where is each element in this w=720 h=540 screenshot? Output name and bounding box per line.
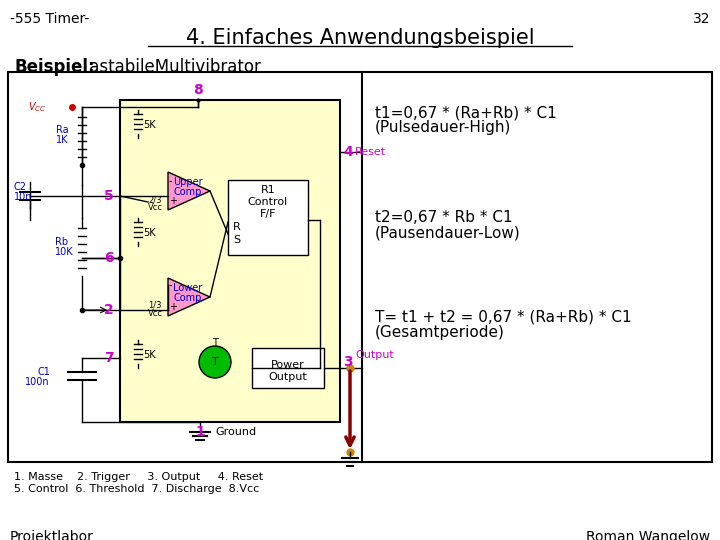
Text: 4. Einfaches Anwendungsbeispiel: 4. Einfaches Anwendungsbeispiel	[186, 28, 534, 48]
Text: -555 Timer-: -555 Timer-	[10, 12, 89, 26]
Text: Roman Wangelow: Roman Wangelow	[586, 530, 710, 540]
Text: T= t1 + t2 = 0,67 * (Ra+Rb) * C1: T= t1 + t2 = 0,67 * (Ra+Rb) * C1	[375, 310, 631, 325]
Text: T: T	[212, 338, 218, 348]
Text: 5K: 5K	[143, 350, 156, 360]
Text: 10K: 10K	[55, 247, 73, 257]
Text: Rb: Rb	[55, 237, 68, 247]
Text: (Pulsedauer-High): (Pulsedauer-High)	[375, 120, 511, 135]
Text: R: R	[233, 222, 240, 232]
Text: Ra: Ra	[56, 125, 68, 135]
Text: (Pausendauer-Low): (Pausendauer-Low)	[375, 225, 521, 240]
Text: $V_{CC}$: $V_{CC}$	[28, 100, 46, 114]
FancyBboxPatch shape	[228, 180, 308, 255]
Text: T: T	[212, 357, 218, 367]
Text: S: S	[233, 235, 240, 245]
Text: Vcc: Vcc	[148, 308, 163, 318]
Text: Beispiel:: Beispiel:	[14, 58, 94, 76]
Text: C2: C2	[14, 182, 27, 192]
Polygon shape	[168, 278, 210, 316]
Text: Reset: Reset	[355, 147, 386, 157]
Text: 2: 2	[104, 303, 114, 317]
Text: -: -	[169, 280, 173, 290]
Text: Power: Power	[271, 360, 305, 370]
Text: 32: 32	[693, 12, 710, 26]
Text: 5K: 5K	[143, 228, 156, 238]
FancyBboxPatch shape	[252, 348, 324, 388]
Text: Upper: Upper	[173, 177, 202, 187]
Text: Ground: Ground	[215, 427, 256, 437]
Text: Lower: Lower	[173, 283, 202, 293]
Text: 1/3: 1/3	[148, 300, 161, 309]
Text: (Gesamtperiode): (Gesamtperiode)	[375, 325, 505, 340]
Text: Output: Output	[269, 372, 307, 382]
Text: 2/3: 2/3	[148, 195, 161, 205]
Text: Control: Control	[248, 197, 288, 207]
FancyBboxPatch shape	[120, 100, 340, 422]
Text: astabileMultivibrator: astabileMultivibrator	[84, 58, 261, 76]
Text: 3: 3	[343, 355, 353, 369]
Text: t2=0,67 * Rb * C1: t2=0,67 * Rb * C1	[375, 210, 513, 225]
Text: R1: R1	[261, 185, 275, 195]
Text: Vcc: Vcc	[148, 204, 163, 213]
Text: 1: 1	[195, 425, 205, 439]
Text: Projektlabor: Projektlabor	[10, 530, 94, 540]
Text: C1: C1	[37, 367, 50, 377]
Text: F/F: F/F	[260, 209, 276, 219]
Text: 1K: 1K	[56, 135, 68, 145]
Text: Output: Output	[355, 350, 394, 360]
FancyBboxPatch shape	[8, 72, 712, 462]
Text: 100n: 100n	[25, 377, 50, 387]
Text: 4: 4	[343, 145, 353, 159]
Text: +: +	[169, 302, 177, 312]
Text: Comp.: Comp.	[173, 293, 204, 303]
Text: +: +	[169, 196, 177, 206]
Text: Comp.: Comp.	[173, 187, 204, 197]
Polygon shape	[168, 172, 210, 210]
Text: 5K: 5K	[143, 120, 156, 130]
Text: 6: 6	[104, 251, 114, 265]
Circle shape	[199, 346, 231, 378]
Text: 10n: 10n	[14, 192, 32, 202]
Text: 8: 8	[193, 83, 203, 97]
Text: 1. Masse    2. Trigger     3. Output     4. Reset: 1. Masse 2. Trigger 3. Output 4. Reset	[14, 472, 263, 482]
Text: t1=0,67 * (Ra+Rb) * C1: t1=0,67 * (Ra+Rb) * C1	[375, 105, 557, 120]
Text: 7: 7	[104, 351, 114, 365]
Text: -: -	[169, 176, 173, 186]
Text: 5. Control  6. Threshold  7. Discharge  8.Vcc: 5. Control 6. Threshold 7. Discharge 8.V…	[14, 484, 259, 494]
Text: 5: 5	[104, 189, 114, 203]
